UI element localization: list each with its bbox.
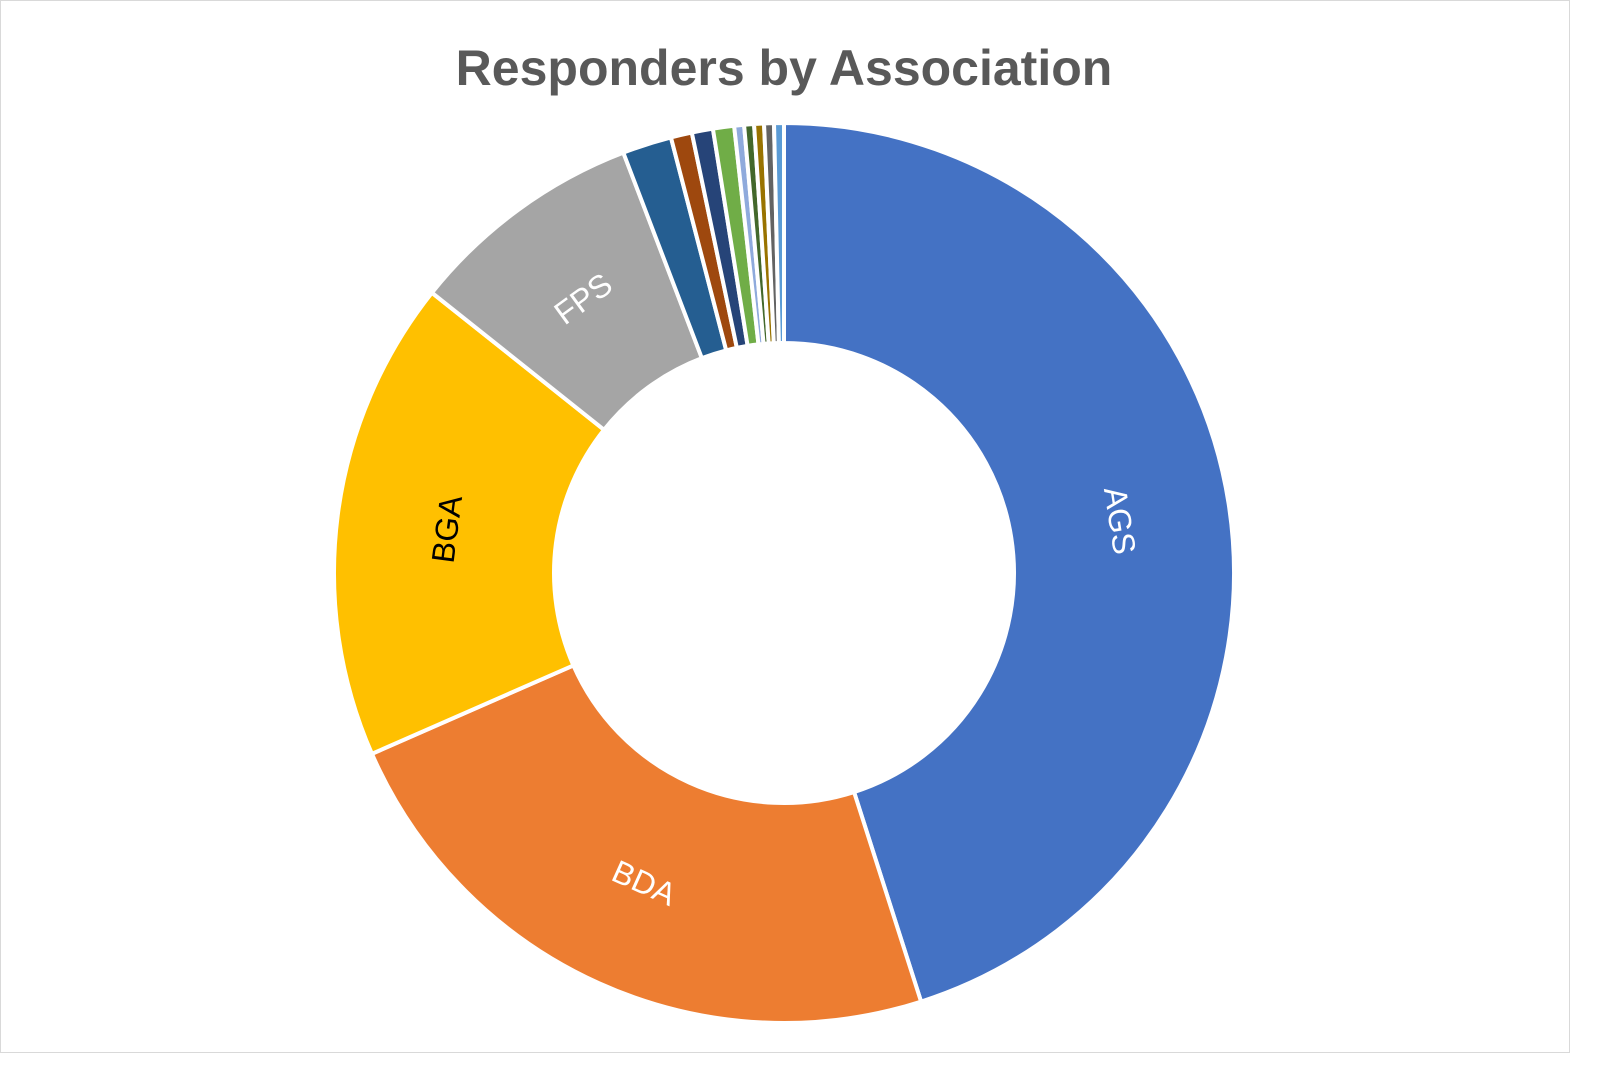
- slice-ags: [782, 120, 1236, 1005]
- slice-bga: [332, 289, 607, 757]
- slice-bda: [369, 662, 924, 1025]
- slice-label-bga: BGA: [425, 493, 470, 565]
- doughnut-slices: [332, 120, 1236, 1025]
- chart-title: Responders by Association: [456, 40, 1113, 96]
- slice-other-13: [771, 120, 786, 346]
